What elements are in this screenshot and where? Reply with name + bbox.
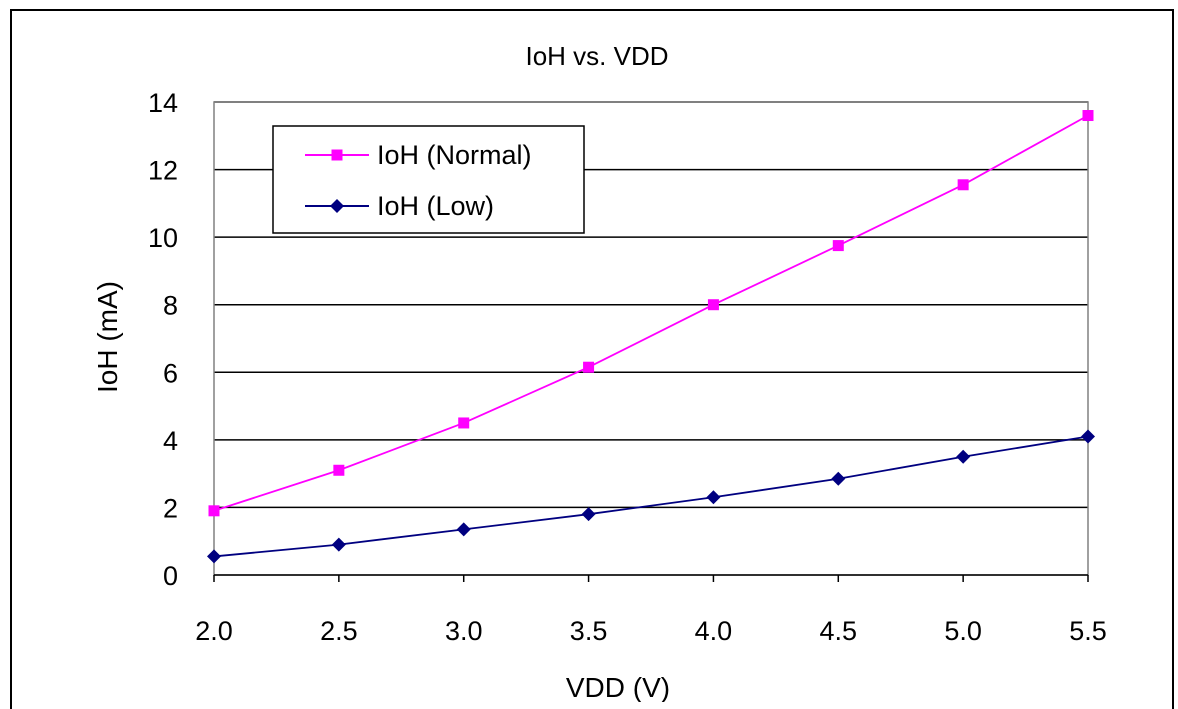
y-tick-label: 12 [148,156,178,186]
y-tick-label: 4 [163,426,178,456]
x-tick-label: 3.5 [570,616,608,646]
y-tick-label: 2 [163,493,178,523]
legend-marker [331,149,343,161]
data-point [1082,110,1094,122]
series-line-1 [213,435,1089,558]
legend: IoH (Normal) IoH (Low) [272,125,585,234]
legend-label: IoH (Normal) [377,140,532,170]
legend-label: IoH (Low) [377,191,494,221]
x-tick-label: 4.0 [695,616,733,646]
x-tick-label: 5.0 [944,616,982,646]
x-tick-label: 2.0 [195,616,233,646]
series [207,110,1095,564]
data-point [456,522,471,537]
series-line-0 [213,114,1089,512]
chart-frame [10,9,1174,709]
axes: 0 2 4 6 8 10 12 14 2.0 2.5 3.0 3.5 4.0 4.5 5.0 5.5 [148,88,1107,646]
data-point [957,179,969,191]
data-point [331,537,346,552]
data-point [207,549,221,564]
y-tick-label: 14 [148,88,178,118]
data-point [831,471,846,486]
series-1 [207,429,1095,564]
data-point [832,240,844,252]
x-axis-title: VDD (V) [566,672,670,702]
data-point [458,417,470,429]
y-tick-label: 0 [163,561,178,591]
series-0 [208,110,1094,517]
legend-box [272,125,585,234]
y-axis-title: IoH (mA) [92,281,123,393]
data-point [208,505,220,517]
legend-marker [330,199,344,213]
y-tick-label: 6 [163,358,178,388]
data-point [956,449,971,464]
x-tick-label: 3.0 [445,616,483,646]
data-point [707,299,719,311]
data-point [1081,429,1095,444]
data-point [581,507,596,522]
x-tick-label: 2.5 [320,616,358,646]
y-tick-label: 10 [148,223,178,253]
data-point [333,464,345,476]
data-point [706,490,721,505]
x-tick-label: 5.5 [1069,616,1107,646]
chart-title: IoH vs. VDD [525,41,668,71]
data-point [583,361,595,373]
y-tick-label: 8 [163,291,178,321]
x-tick-label: 4.5 [820,616,858,646]
